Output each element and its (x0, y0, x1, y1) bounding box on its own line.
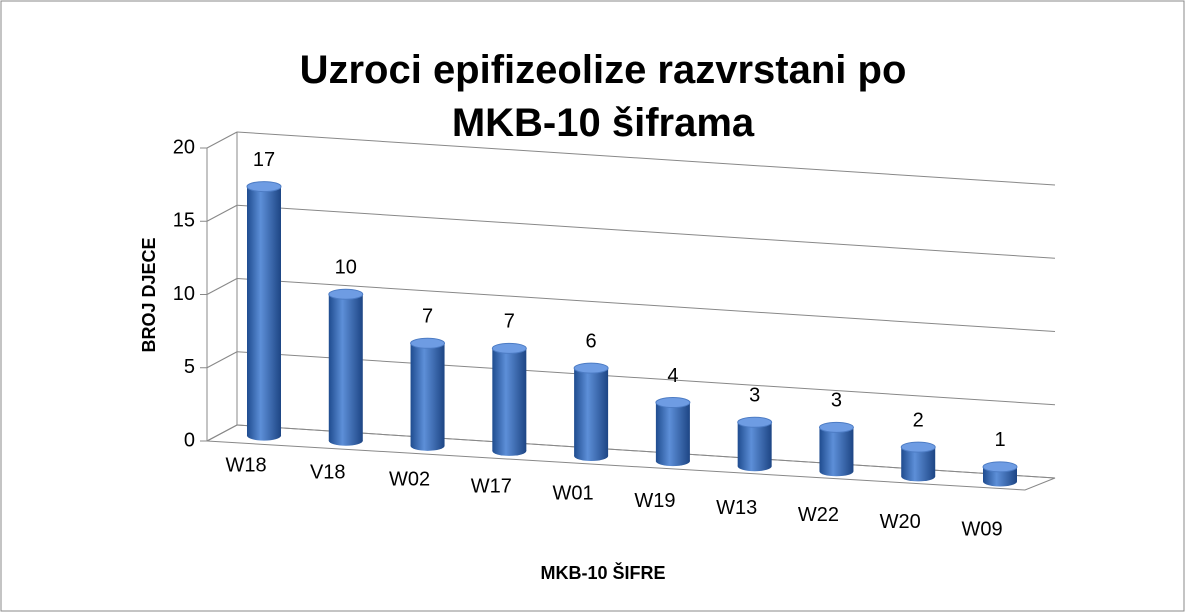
bar (328, 294, 363, 441)
x-axis-label: MKB-10 ŠIFRE (540, 562, 665, 583)
bar (737, 422, 772, 467)
grid-line (236, 204, 1056, 259)
bar-top (900, 441, 936, 453)
bar-top (410, 337, 446, 349)
grid-line (236, 351, 1056, 406)
bar (247, 186, 281, 436)
value-label: 2 (913, 409, 924, 431)
x-tick-label: W09 (961, 518, 1002, 540)
x-tick-label: W17 (471, 476, 512, 498)
x-tick-label: W22 (798, 504, 839, 526)
bar-top (328, 288, 364, 300)
value-label: 4 (667, 365, 678, 387)
bar (574, 368, 609, 457)
side-grid-line (206, 424, 238, 442)
value-label: 3 (831, 390, 842, 412)
bar-top (246, 181, 282, 193)
x-tick-label: W02 (389, 469, 430, 491)
value-label: 7 (422, 306, 433, 328)
side-grid-line (206, 204, 238, 222)
bar-top (491, 342, 527, 354)
y-tick-label: 5 (184, 356, 195, 378)
x-tick-label: W19 (634, 490, 675, 512)
bar-top (818, 421, 854, 433)
bar (819, 427, 854, 472)
value-label: 17 (253, 149, 275, 171)
side-grid-line (206, 351, 238, 369)
chart-title: Uzroci epifizeolize razvrstani po MKB-10… (299, 48, 907, 145)
value-label: 6 (586, 330, 597, 352)
grid-line (236, 278, 1056, 332)
y-tick-label: 10 (173, 283, 195, 305)
bar (410, 343, 445, 446)
bar-top (737, 416, 773, 428)
x-tick-label: V18 (310, 461, 346, 483)
y-tick-label: 15 (173, 210, 195, 232)
bar-top (982, 461, 1018, 473)
value-label: 10 (335, 256, 357, 278)
y-axis-label: BROJ DJECE (139, 237, 159, 352)
value-label: 3 (749, 385, 760, 407)
side-grid-line (206, 131, 238, 149)
y-tick-label: 0 (184, 429, 195, 451)
x-tick-label: W18 (225, 454, 266, 476)
side-grid-line (206, 278, 238, 295)
bar (655, 402, 690, 462)
x-tick-label: W01 (553, 483, 594, 505)
bar (492, 348, 527, 451)
value-label: 1 (994, 429, 1005, 451)
x-tick-label: W20 (880, 511, 921, 533)
y-tick-label: 20 (173, 136, 195, 158)
value-label: 7 (504, 311, 515, 333)
x-tick-label: W13 (716, 497, 757, 519)
grid-line (236, 131, 1056, 186)
bar-top (573, 362, 609, 374)
bar-top (655, 397, 691, 409)
